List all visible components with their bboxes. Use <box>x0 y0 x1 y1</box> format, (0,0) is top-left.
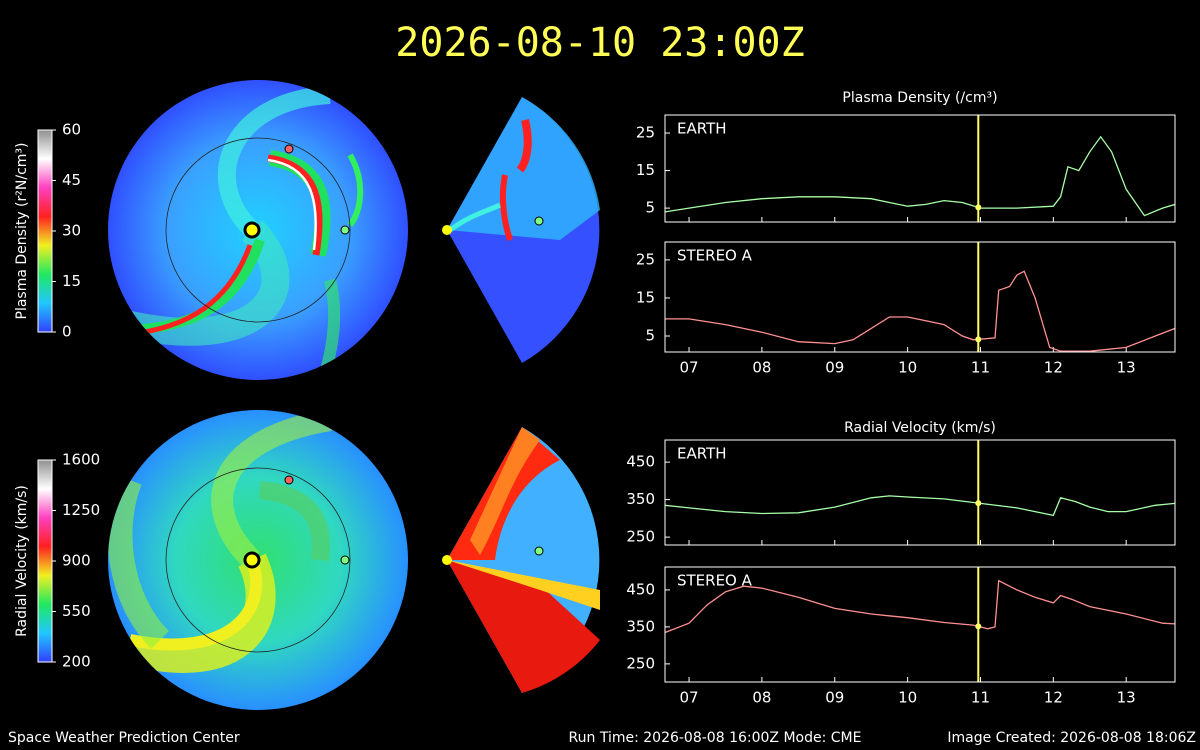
x-tick-label: 10 <box>898 689 917 707</box>
x-tick-label: 10 <box>898 359 917 377</box>
y-tick-label: 350 <box>626 490 655 508</box>
panel-title: Radial Velocity (km/s) <box>844 420 996 436</box>
colorbar-label: Plasma Density (r²N/cm³) <box>14 143 30 320</box>
y-tick-label: 250 <box>626 654 655 672</box>
x-tick-label: 13 <box>1117 689 1136 707</box>
panel-frame <box>664 566 1176 683</box>
colorbar-tick-label: 1250 <box>62 501 100 519</box>
velocity-disc <box>108 410 600 710</box>
x-tick-label: 13 <box>1117 359 1136 377</box>
panel-title: Plasma Density (/cm³) <box>842 90 997 106</box>
x-tick-label: 07 <box>679 359 698 377</box>
y-tick-label: 15 <box>636 288 655 306</box>
footer-right: Image Created: 2026-08-08 18:06Z <box>947 730 1196 746</box>
y-tick-label: 5 <box>645 327 655 345</box>
series-name: STEREO A <box>677 572 753 590</box>
x-tick-label: 09 <box>825 359 844 377</box>
x-tick-label: 08 <box>752 689 771 707</box>
y-tick-label: 5 <box>645 199 655 217</box>
colorbar-tick-label: 15 <box>62 272 81 290</box>
colorbar-tick-label: 30 <box>62 222 81 240</box>
footer-left: Space Weather Prediction Center <box>8 730 240 746</box>
series-line <box>665 495 1175 517</box>
y-tick-label: 25 <box>636 124 655 142</box>
y-tick-label: 450 <box>626 580 655 598</box>
x-tick-label: 11 <box>971 359 990 377</box>
colorbar-tick-label: 1600 <box>62 451 100 469</box>
y-tick-label: 15 <box>636 161 655 179</box>
y-tick-label: 25 <box>636 250 655 268</box>
colorbar-label: Radial Velocity (km/s) <box>14 485 30 637</box>
colorbar-tick-label: 60 <box>62 121 81 139</box>
y-tick-label: 350 <box>626 617 655 635</box>
x-tick-label: 12 <box>1044 359 1063 377</box>
panel-frame <box>664 114 1176 223</box>
colorbar-tick-label: 900 <box>62 552 91 570</box>
series-name: EARTH <box>677 445 727 463</box>
colorbar-tick-label: 0 <box>62 323 72 341</box>
density-disc <box>108 80 600 380</box>
x-tick-label: 07 <box>679 689 698 707</box>
panel-frame <box>664 241 1176 353</box>
footer-center: Run Time: 2026-08-08 16:00Z Mode: CME <box>569 730 862 746</box>
series-line <box>665 270 1175 352</box>
x-tick-label: 08 <box>752 359 771 377</box>
colorbar <box>37 129 53 333</box>
colorbar <box>37 459 53 663</box>
series-name: EARTH <box>677 120 727 138</box>
colorbar-tick-label: 200 <box>62 653 91 671</box>
panel-frame <box>664 439 1176 546</box>
x-tick-label: 12 <box>1044 689 1063 707</box>
series-line <box>665 135 1175 217</box>
x-tick-label: 11 <box>971 689 990 707</box>
series-name: STEREO A <box>677 247 753 265</box>
page-title: 2026-08-10 23:00Z <box>395 20 804 66</box>
colorbar-tick-label: 550 <box>62 602 91 620</box>
colorbar-tick-label: 45 <box>62 171 81 189</box>
x-tick-label: 09 <box>825 689 844 707</box>
y-tick-label: 450 <box>626 453 655 471</box>
y-tick-label: 250 <box>626 528 655 546</box>
